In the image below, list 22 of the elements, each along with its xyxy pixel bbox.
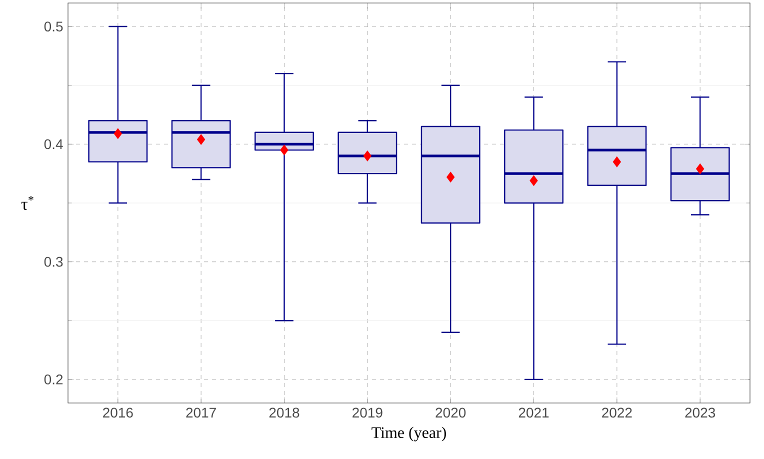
x-tick-label: 2020 [436, 408, 466, 418]
point [696, 164, 704, 174]
y-tick-label: 0.5 [44, 22, 63, 32]
y-tick-label: 0.3 [44, 256, 63, 267]
x-axis-title: Time (year) [372, 426, 446, 442]
x-tick-label: 2023 [685, 408, 716, 418]
x-tick-label: 2021 [518, 408, 549, 418]
y-tick-label: 0.2 [44, 374, 63, 384]
y-axis-title: τ$^{*}$ [21, 196, 34, 210]
point [530, 175, 538, 186]
point [612, 156, 621, 168]
point [446, 172, 455, 182]
x-tick-label: 2018 [269, 408, 300, 418]
point [280, 144, 288, 156]
point [197, 134, 206, 145]
x-tick-label: 2017 [186, 408, 216, 418]
point [363, 150, 372, 162]
x-tick-label: 2022 [602, 408, 632, 418]
x-tick-label: 2016 [103, 408, 133, 418]
y-tick-label: 0.4 [44, 139, 63, 150]
x-tick-label: 2019 [352, 408, 382, 418]
point [114, 128, 122, 139]
